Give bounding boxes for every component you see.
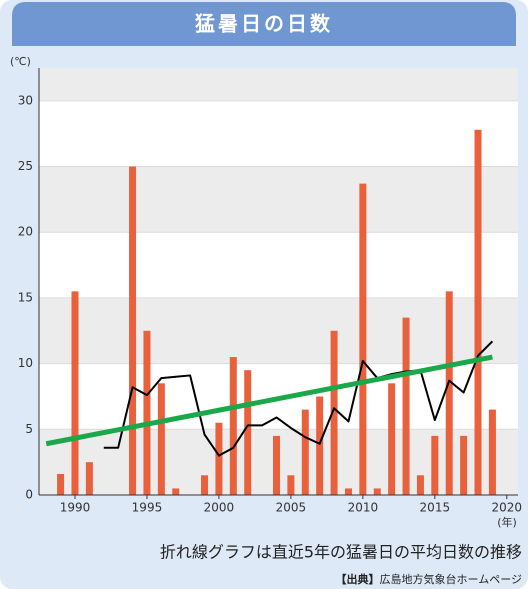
bar bbox=[344, 488, 352, 495]
bar bbox=[215, 422, 223, 495]
x-tick-label: 1990 bbox=[60, 501, 91, 515]
x-axis-label: (年) bbox=[497, 515, 517, 529]
bar bbox=[172, 488, 180, 495]
grid-band bbox=[39, 68, 518, 101]
bar bbox=[330, 330, 338, 495]
bar bbox=[57, 473, 65, 495]
y-axis-label: (℃) bbox=[10, 55, 31, 68]
y-tick-label: 30 bbox=[18, 93, 33, 107]
x-tick-label: 2005 bbox=[276, 501, 307, 515]
bar bbox=[373, 488, 381, 495]
bar bbox=[431, 435, 439, 495]
x-tick-label: 2000 bbox=[204, 501, 235, 515]
bar bbox=[201, 475, 209, 495]
plot-area bbox=[39, 68, 518, 495]
y-tick-label: 10 bbox=[18, 356, 33, 370]
y-tick-label: 0 bbox=[25, 488, 33, 502]
bar bbox=[229, 357, 237, 495]
bar bbox=[85, 462, 93, 495]
x-tick-label: 2020 bbox=[492, 501, 523, 515]
source: 【出典】広島地方気象台ホームページ bbox=[336, 572, 522, 586]
source-label: 【出典】 bbox=[336, 572, 380, 586]
y-tick-label: 15 bbox=[18, 290, 33, 304]
bar bbox=[402, 317, 410, 495]
bar bbox=[273, 435, 280, 495]
y-tick-label: 25 bbox=[18, 159, 33, 173]
grid-band bbox=[39, 297, 518, 364]
y-tick-label: 5 bbox=[25, 422, 33, 436]
bar bbox=[460, 435, 468, 495]
x-tick-label: 1995 bbox=[132, 501, 163, 515]
bar bbox=[416, 475, 424, 495]
bar bbox=[71, 291, 79, 495]
x-tick-label: 2010 bbox=[348, 501, 379, 515]
bar bbox=[157, 383, 165, 495]
bar bbox=[488, 409, 496, 495]
source-text: 広島地方気象台ホームページ bbox=[380, 572, 522, 586]
bar bbox=[316, 396, 324, 495]
bar bbox=[129, 166, 137, 496]
bar bbox=[244, 370, 252, 495]
line bbox=[103, 340, 494, 457]
caption: 折れ線グラフは直近5年の猛暑日の平均日数の推移 bbox=[160, 543, 522, 562]
bar bbox=[143, 330, 151, 495]
bar bbox=[287, 475, 295, 495]
bar bbox=[301, 409, 309, 495]
grid-band bbox=[39, 166, 518, 233]
x-tick-label: 2015 bbox=[420, 501, 451, 515]
title-bar bbox=[12, 2, 516, 46]
chart-title: 猛暑日の日数 bbox=[194, 12, 333, 36]
bar bbox=[474, 129, 482, 495]
bar bbox=[359, 183, 367, 495]
y-tick-label: 20 bbox=[18, 225, 33, 239]
bar bbox=[388, 383, 396, 495]
bar bbox=[445, 291, 453, 495]
line bbox=[45, 354, 493, 447]
